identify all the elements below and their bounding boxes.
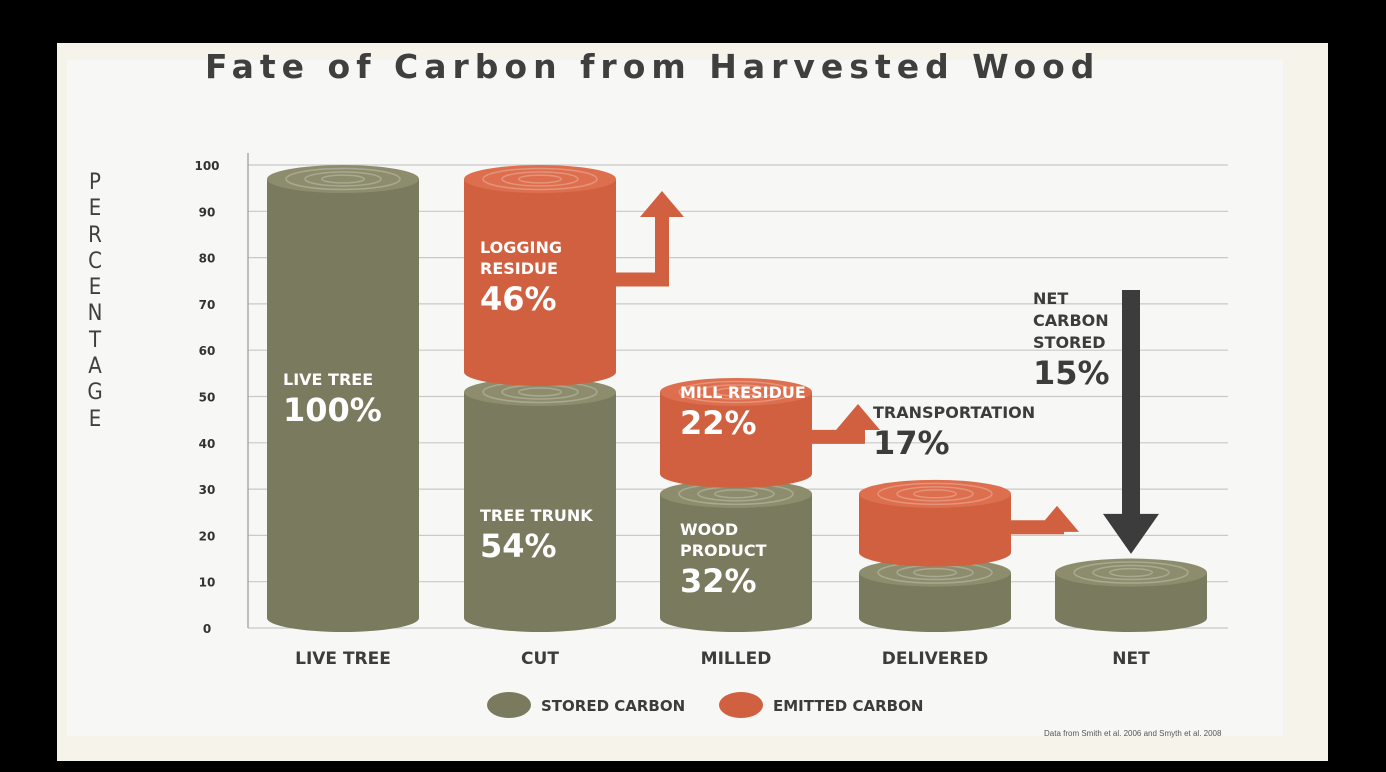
stored-bar-milled xyxy=(660,479,812,632)
stored-bar-delivered-ring xyxy=(912,567,958,578)
y-tick-label: 30 xyxy=(199,483,216,497)
emission-arrow xyxy=(812,403,880,444)
emitted-bar-delivered-ring xyxy=(896,486,974,502)
stored-bar-delivered-top xyxy=(859,558,1011,587)
stored-bar-milled-top xyxy=(660,479,812,508)
bar-labels: LIVE TREE 100% TREE TRUNK 54% WOOD PRODUCT 32%… xyxy=(283,238,1110,600)
bars xyxy=(267,165,1207,632)
y-tick-label: 20 xyxy=(199,529,216,543)
y-tick-label: 100 xyxy=(194,159,219,173)
stored-bar-net-ring xyxy=(1073,561,1189,584)
label-tree-trunk: TREE TRUNK 54% xyxy=(480,506,593,565)
label-logging-residue-line: LOGGING xyxy=(480,238,562,257)
stored-bar-live-tree-ring xyxy=(320,174,366,184)
stored-bar-delivered xyxy=(859,558,1011,632)
label-transportation: TRANSPORTATION 17% xyxy=(873,403,1035,462)
emitted-bar-delivered-ring xyxy=(877,482,993,506)
label-live-tree-line: 100% xyxy=(283,391,382,429)
stored-bar-live-tree xyxy=(267,165,419,632)
stored-bar-cut-body xyxy=(464,391,616,618)
stored-bar-live-tree-ring xyxy=(304,171,382,187)
emission-arrow xyxy=(616,191,684,287)
stored-bar-cut xyxy=(464,377,616,632)
stored-bar-live-tree-ring xyxy=(285,167,401,191)
source-note: Data from Smith et al. 2006 and Smyth et… xyxy=(1044,729,1222,738)
y-tick-label: 0 xyxy=(203,622,211,636)
stored-bar-net xyxy=(1055,558,1207,632)
y-tick-labels: 0 10 20 30 40 50 60 70 80 90 100 xyxy=(194,159,219,636)
legend-label: STORED CARBON xyxy=(541,697,685,715)
label-wood-product-line: WOOD xyxy=(680,520,738,539)
y-axis-label: P E R C E N T A G E xyxy=(87,170,103,432)
y-tick-label: 40 xyxy=(199,437,216,451)
y-tick-label: 70 xyxy=(199,298,216,312)
emitted-bar-delivered-ring xyxy=(912,489,958,499)
legend-swatch xyxy=(487,692,531,718)
stored-bar-live-tree-top xyxy=(267,165,419,193)
x-tick-label: MILLED xyxy=(701,649,772,669)
label-mill-residue-line: MILL RESIDUE xyxy=(680,383,806,402)
emitted-bar-cut-body xyxy=(464,179,616,372)
emitted-bar-milled-ring xyxy=(697,384,775,400)
label-wood-product: WOOD PRODUCT 32% xyxy=(680,520,767,600)
emitted-bar-cut-top xyxy=(464,165,616,193)
label-logging-residue-line: 46% xyxy=(480,280,557,318)
label-net-carbon-stored-line: 15% xyxy=(1033,354,1110,392)
legend-label: EMITTED CARBON xyxy=(773,697,923,715)
stored-bar-net-ring xyxy=(1108,567,1154,578)
label-net-carbon-stored-line: STORED xyxy=(1033,333,1106,352)
label-net-carbon-stored: NET CARBON STORED 15% xyxy=(1033,289,1110,392)
label-wood-product-line: 32% xyxy=(680,562,757,600)
x-tick-label: NET xyxy=(1112,649,1150,669)
y-tick-label: 90 xyxy=(199,205,216,219)
x-tick-label: LIVE TREE xyxy=(295,649,391,669)
chart-title: Fate of Carbon from Harvested Wood xyxy=(205,47,1101,86)
label-live-tree: LIVE TREE 100% xyxy=(283,370,382,429)
emitted-bar-cut xyxy=(464,165,616,386)
stored-bar-live-tree-body xyxy=(267,179,419,618)
stored-bar-milled-body xyxy=(660,493,812,618)
stored-bar-net-top xyxy=(1055,558,1207,587)
label-mill-residue-line: 22% xyxy=(680,404,757,442)
label-wood-product-line: PRODUCT xyxy=(680,541,767,560)
emission-arrow xyxy=(1011,505,1079,535)
emitted-bar-delivered xyxy=(859,479,1011,567)
stored-bar-cut-ring xyxy=(517,387,563,397)
stored-bar-net-ring xyxy=(1092,564,1170,581)
emission-arrows xyxy=(616,191,1159,554)
emitted-bar-milled-ring xyxy=(713,387,759,397)
label-transportation-line: 17% xyxy=(873,424,950,462)
label-mill-residue: MILL RESIDUE 22% xyxy=(680,383,806,442)
legend: STORED CARBON EMITTED CARBON xyxy=(487,692,923,718)
stored-bar-milled-ring xyxy=(713,489,759,499)
label-tree-trunk-line: 54% xyxy=(480,527,557,565)
emitted-bar-milled xyxy=(660,377,812,488)
label-net-carbon-stored-line: CARBON xyxy=(1033,311,1109,330)
y-tick-label: 60 xyxy=(199,344,216,358)
label-tree-trunk-line: TREE TRUNK xyxy=(480,506,593,525)
y-tick-label: 50 xyxy=(199,391,216,405)
label-net-carbon-stored-line: NET xyxy=(1033,289,1068,308)
stored-bar-cut-top xyxy=(464,377,616,406)
y-tick-label: 10 xyxy=(199,576,216,590)
emitted-bar-cut-ring xyxy=(501,171,579,187)
x-tick-labels: LIVE TREE CUT MILLED DELIVERED NET xyxy=(295,649,1150,669)
emitted-bar-cut-ring xyxy=(517,174,563,184)
label-live-tree-line: LIVE TREE xyxy=(283,370,373,389)
emitted-bar-milled-top xyxy=(660,377,812,406)
legend-swatch xyxy=(719,692,763,718)
emitted-bar-milled-ring xyxy=(678,380,794,404)
net-stored-arrow xyxy=(1103,290,1159,554)
emitted-bar-cut-ring xyxy=(482,167,598,191)
label-logging-residue: LOGGING RESIDUE 46% xyxy=(480,238,562,318)
y-tick-label: 80 xyxy=(199,252,216,266)
emitted-bar-delivered-top xyxy=(859,479,1011,508)
label-transportation-line: TRANSPORTATION xyxy=(873,403,1035,422)
label-logging-residue-line: RESIDUE xyxy=(480,259,558,278)
x-tick-label: DELIVERED xyxy=(882,649,988,669)
x-tick-label: CUT xyxy=(521,649,559,669)
